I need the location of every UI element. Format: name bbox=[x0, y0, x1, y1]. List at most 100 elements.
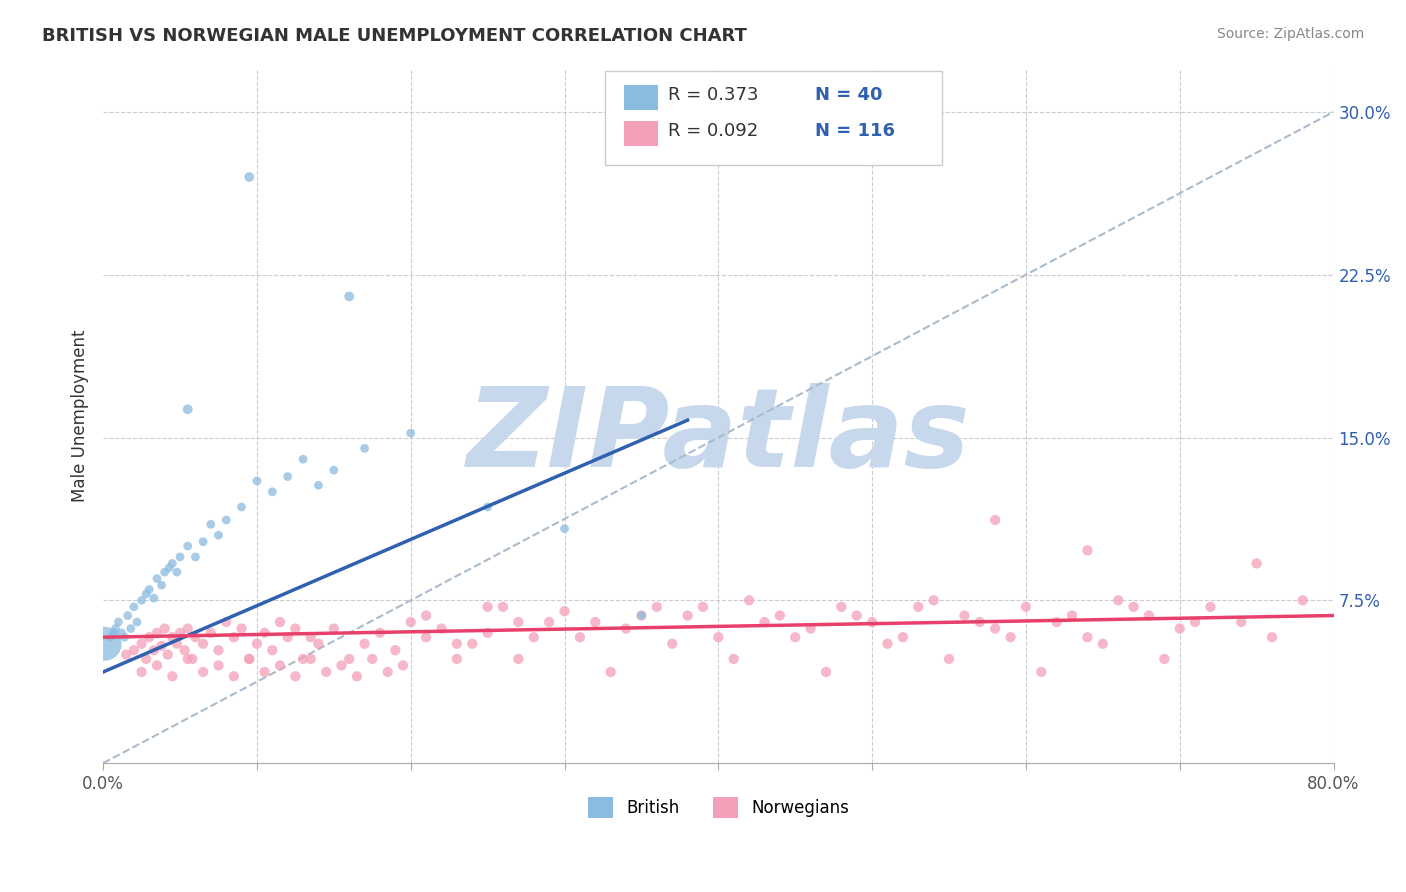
Point bbox=[162, 669, 184, 683]
Point bbox=[1230, 615, 1253, 629]
Point bbox=[568, 630, 591, 644]
Point bbox=[115, 648, 138, 662]
Point bbox=[353, 442, 375, 456]
Point bbox=[184, 549, 207, 564]
Point bbox=[131, 637, 153, 651]
Point bbox=[207, 658, 229, 673]
Point bbox=[477, 626, 499, 640]
Point bbox=[554, 522, 576, 536]
Point bbox=[430, 622, 453, 636]
Point bbox=[166, 637, 188, 651]
Point bbox=[1122, 599, 1144, 614]
Text: N = 116: N = 116 bbox=[815, 122, 896, 140]
Point bbox=[146, 626, 169, 640]
Point bbox=[907, 599, 929, 614]
Point bbox=[723, 652, 745, 666]
Point bbox=[1246, 557, 1268, 571]
Point bbox=[661, 637, 683, 651]
Point bbox=[114, 630, 136, 644]
Point bbox=[200, 517, 222, 532]
Point bbox=[173, 643, 195, 657]
Point bbox=[322, 622, 344, 636]
Point bbox=[222, 669, 245, 683]
Point bbox=[953, 608, 976, 623]
Point bbox=[477, 599, 499, 614]
Point bbox=[238, 652, 260, 666]
Point bbox=[177, 402, 200, 417]
Point bbox=[238, 169, 260, 184]
Point bbox=[1292, 593, 1315, 607]
Text: BRITISH VS NORWEGIAN MALE UNEMPLOYMENT CORRELATION CHART: BRITISH VS NORWEGIAN MALE UNEMPLOYMENT C… bbox=[42, 27, 747, 45]
Point bbox=[860, 615, 883, 629]
Text: R = 0.092: R = 0.092 bbox=[668, 122, 758, 140]
Point bbox=[1000, 630, 1022, 644]
Point bbox=[222, 630, 245, 644]
Point bbox=[337, 289, 360, 303]
Point bbox=[399, 426, 422, 441]
Point bbox=[599, 665, 621, 679]
Point bbox=[1076, 543, 1098, 558]
Point bbox=[146, 658, 169, 673]
Point bbox=[392, 658, 415, 673]
Point bbox=[215, 513, 238, 527]
Point bbox=[138, 630, 160, 644]
Point bbox=[110, 626, 132, 640]
Point bbox=[676, 608, 699, 623]
Point bbox=[184, 630, 207, 644]
Text: Source: ZipAtlas.com: Source: ZipAtlas.com bbox=[1216, 27, 1364, 41]
Point bbox=[630, 608, 652, 623]
Point bbox=[207, 528, 229, 542]
Point bbox=[814, 665, 837, 679]
Point bbox=[754, 615, 776, 629]
Point bbox=[131, 665, 153, 679]
Point bbox=[508, 652, 530, 666]
Point bbox=[177, 652, 200, 666]
Point bbox=[162, 557, 184, 571]
Point bbox=[191, 534, 214, 549]
Point bbox=[384, 643, 406, 657]
Point bbox=[169, 549, 191, 564]
Point bbox=[876, 637, 898, 651]
Point bbox=[169, 626, 191, 640]
Point bbox=[253, 665, 276, 679]
Y-axis label: Male Unemployment: Male Unemployment bbox=[72, 329, 89, 502]
Point bbox=[138, 582, 160, 597]
Point bbox=[231, 622, 253, 636]
Point bbox=[583, 615, 606, 629]
Point bbox=[299, 652, 322, 666]
Legend: British, Norwegians: British, Norwegians bbox=[581, 790, 855, 824]
Point bbox=[415, 608, 437, 623]
Point bbox=[1199, 599, 1222, 614]
Point bbox=[446, 637, 468, 651]
Point bbox=[377, 665, 399, 679]
Point bbox=[508, 615, 530, 629]
Point bbox=[1046, 615, 1069, 629]
Point bbox=[191, 637, 214, 651]
Point bbox=[769, 608, 792, 623]
Text: N = 40: N = 40 bbox=[815, 87, 883, 104]
Point bbox=[162, 630, 184, 644]
Point bbox=[292, 652, 315, 666]
Point bbox=[146, 572, 169, 586]
Point bbox=[630, 608, 652, 623]
Point bbox=[938, 652, 960, 666]
Point bbox=[262, 643, 284, 657]
Point bbox=[231, 500, 253, 514]
Point bbox=[1015, 599, 1038, 614]
Point bbox=[200, 626, 222, 640]
Point bbox=[1184, 615, 1206, 629]
Point bbox=[922, 593, 945, 607]
Point bbox=[177, 539, 200, 553]
Point bbox=[1153, 652, 1175, 666]
Point bbox=[446, 652, 468, 666]
Point bbox=[135, 652, 157, 666]
Point bbox=[135, 587, 157, 601]
Point bbox=[93, 637, 115, 651]
Point bbox=[153, 565, 176, 579]
Point bbox=[785, 630, 807, 644]
Point bbox=[107, 615, 129, 629]
Point bbox=[177, 622, 200, 636]
Point bbox=[150, 639, 173, 653]
Point bbox=[103, 626, 125, 640]
Point bbox=[1261, 630, 1284, 644]
